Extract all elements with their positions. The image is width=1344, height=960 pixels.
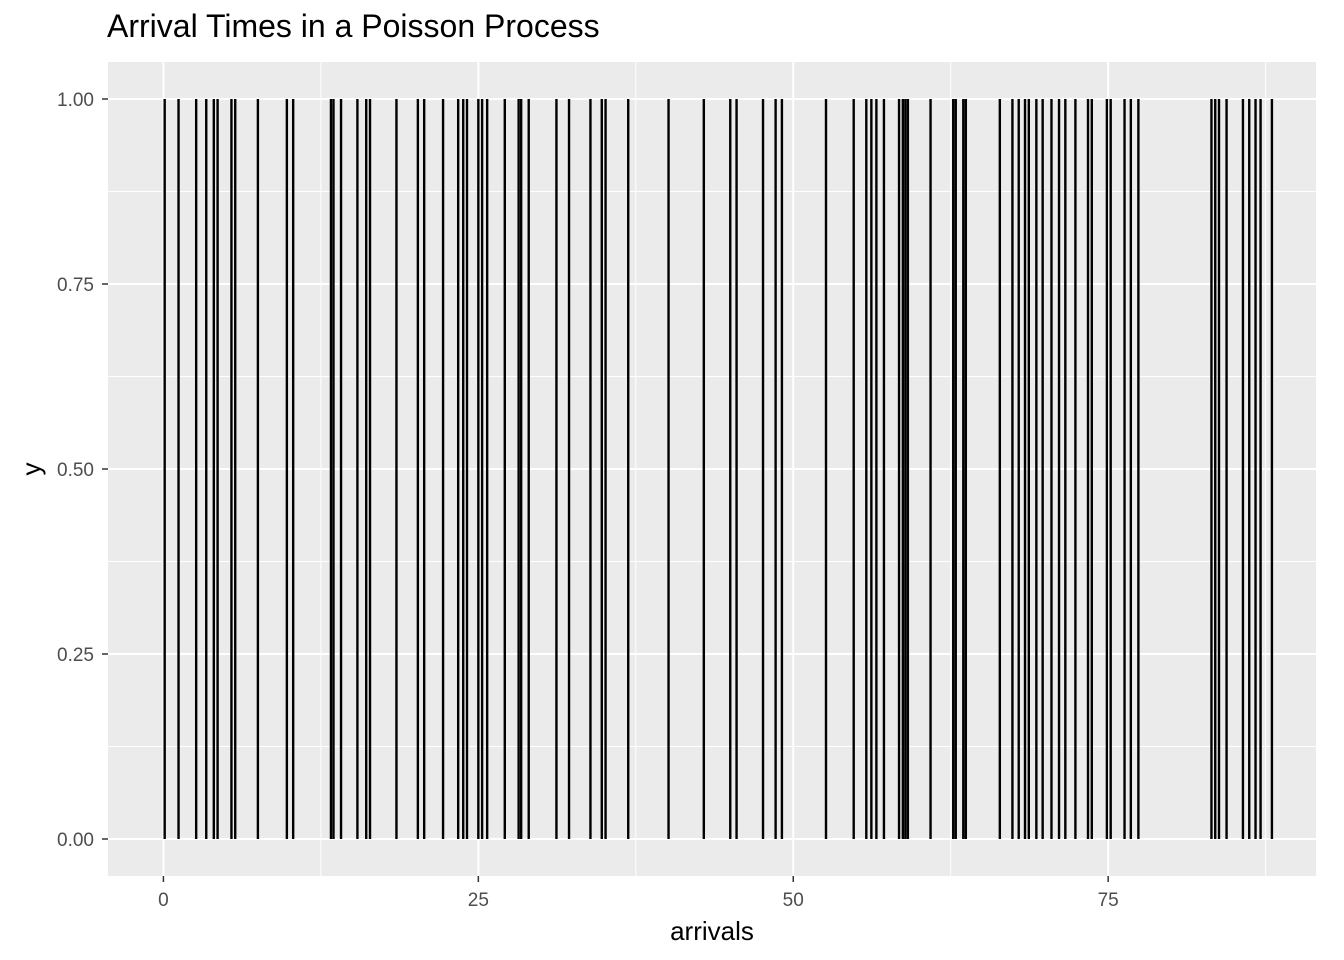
y-tick-label: 0.00 xyxy=(57,830,94,851)
x-tick-label: 75 xyxy=(1098,890,1119,911)
arrival-segments xyxy=(163,99,1274,839)
x-tick-label: 25 xyxy=(468,890,489,911)
chart-title: Arrival Times in a Poisson Process xyxy=(107,8,600,44)
y-axis: 0.00 0.25 0.50 0.75 1.00 xyxy=(57,90,108,851)
y-axis-title: y xyxy=(16,463,46,476)
x-tick-label: 0 xyxy=(158,890,169,911)
x-axis-title: arrivals xyxy=(670,916,754,946)
y-tick-label: 0.25 xyxy=(57,645,94,666)
y-tick-label: 0.75 xyxy=(57,275,94,296)
x-tick-label: 50 xyxy=(783,890,804,911)
x-axis: 0 25 50 75 xyxy=(158,876,1119,911)
major-gridlines xyxy=(108,62,1316,876)
y-tick-label: 1.00 xyxy=(57,90,94,111)
y-tick-label: 0.50 xyxy=(57,460,94,481)
